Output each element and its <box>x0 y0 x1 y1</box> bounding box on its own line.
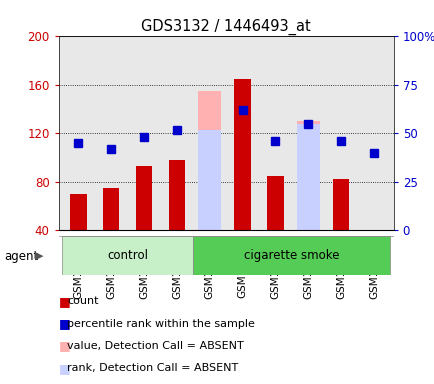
Text: ▶: ▶ <box>35 251 43 261</box>
Bar <box>296 124 319 230</box>
Text: rank, Detection Call = ABSENT: rank, Detection Call = ABSENT <box>67 363 238 373</box>
Text: ■: ■ <box>59 295 70 308</box>
Text: control: control <box>107 249 148 262</box>
Bar <box>198 129 221 230</box>
Text: cigarette smoke: cigarette smoke <box>243 249 339 262</box>
Bar <box>62 236 193 275</box>
Bar <box>103 188 119 230</box>
Title: GDS3132 / 1446493_at: GDS3132 / 1446493_at <box>141 19 310 35</box>
Text: count: count <box>67 296 99 306</box>
Text: ■: ■ <box>59 317 70 330</box>
Text: value, Detection Call = ABSENT: value, Detection Call = ABSENT <box>67 341 243 351</box>
Bar <box>193 236 389 275</box>
Bar <box>296 121 319 230</box>
Bar <box>70 194 86 230</box>
Bar <box>168 160 185 230</box>
Text: ■: ■ <box>59 339 70 353</box>
Text: percentile rank within the sample: percentile rank within the sample <box>67 319 255 329</box>
Bar <box>135 166 152 230</box>
Text: agent: agent <box>4 250 39 263</box>
Bar <box>332 179 349 230</box>
Bar <box>198 91 221 230</box>
Bar <box>234 79 250 230</box>
Text: ■: ■ <box>59 362 70 375</box>
Bar <box>266 176 283 230</box>
